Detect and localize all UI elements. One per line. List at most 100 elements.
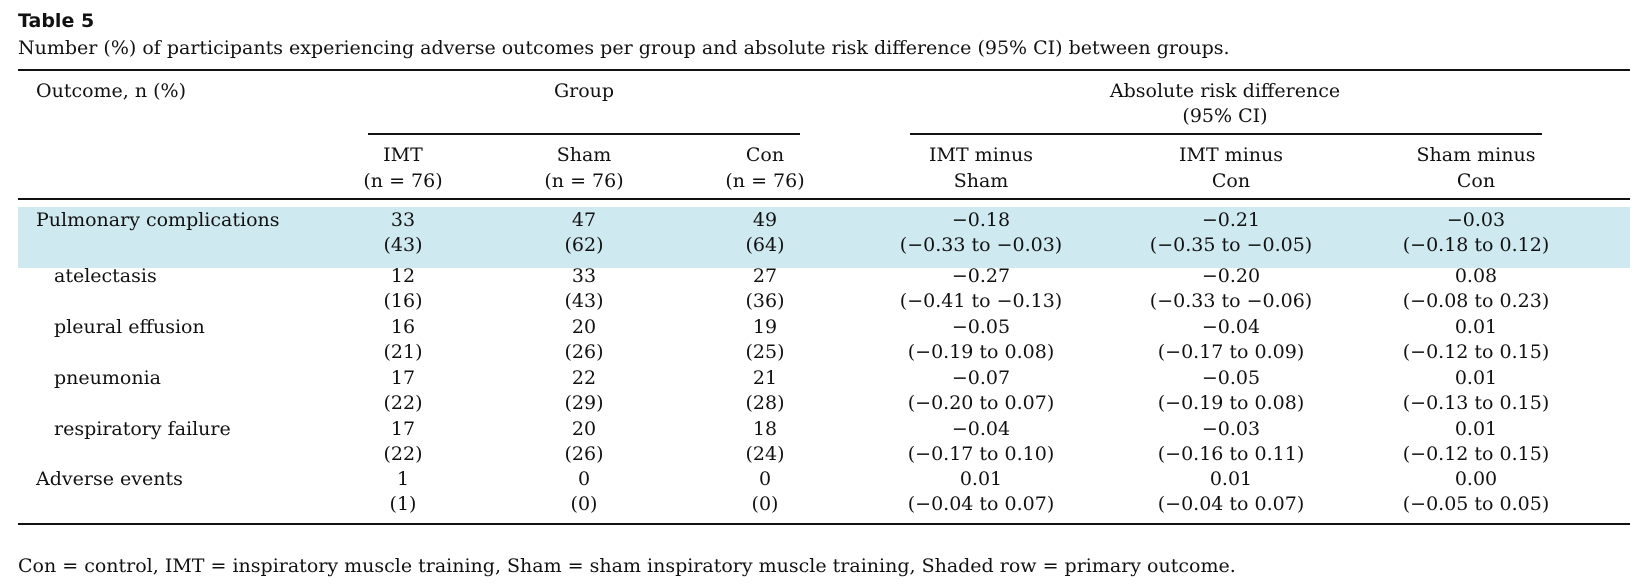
table-cell-secondary: (1)	[389, 493, 417, 515]
table-cell-value: 21	[752, 367, 778, 389]
table-cell-secondary: (−0.17 to 0.09)	[1157, 341, 1305, 363]
table-cell-secondary: (−0.33 to −0.03)	[899, 234, 1063, 256]
column-header-5-line-1: IMT minus	[1179, 144, 1283, 166]
table-cell-value: −0.05	[951, 316, 1011, 338]
table-cell-value: 27	[752, 265, 778, 287]
row-label: respiratory failure	[54, 418, 231, 440]
table-cell-value: −0.03	[1446, 209, 1506, 231]
column-header-3-line-1: Con	[745, 144, 785, 166]
table-cell-secondary: (25)	[745, 341, 785, 363]
table-cell-value: 0	[577, 468, 591, 490]
table-cell-secondary: (−0.19 to 0.08)	[907, 341, 1055, 363]
table-cell-secondary: (−0.08 to 0.23)	[1402, 290, 1550, 312]
table-cell-secondary: (−0.13 to 0.15)	[1402, 392, 1550, 414]
table-cell-secondary: (−0.17 to 0.10)	[907, 443, 1055, 465]
table-cell-value: −0.21	[1201, 209, 1261, 231]
row-label: pneumonia	[54, 367, 161, 389]
column-header-5-line-2: Con	[1211, 170, 1251, 192]
column-header-4-line-2: Sham	[953, 170, 1009, 192]
column-header-2-line-1: Sham	[556, 144, 612, 166]
table-cell-secondary: (0)	[570, 493, 598, 515]
table-cell-value: −0.27	[951, 265, 1011, 287]
table-cell-secondary: (−0.05 to 0.05)	[1402, 493, 1550, 515]
table-cell-secondary: (−0.04 to 0.07)	[1157, 493, 1305, 515]
table-cell-value: 22	[571, 367, 597, 389]
table-cell-secondary: (−0.20 to 0.07)	[907, 392, 1055, 414]
table-cell-value: 0.01	[959, 468, 1003, 490]
table-cell-secondary: (36)	[745, 290, 785, 312]
table-cell-value: 33	[571, 265, 597, 287]
table-cell-value: 17	[390, 367, 416, 389]
table-cell-secondary: (26)	[564, 443, 604, 465]
primary-outcome-shade	[18, 207, 1630, 268]
table-cell-value: 0.01	[1454, 418, 1498, 440]
table-cell-secondary: (0)	[751, 493, 779, 515]
table-cell-value: 16	[390, 316, 416, 338]
table-cell-secondary: (−0.16 to 0.11)	[1157, 443, 1305, 465]
table-cell-value: 0	[758, 468, 772, 490]
table-cell-value: 47	[571, 209, 597, 231]
table-title: Table 5	[18, 10, 95, 32]
table-caption: Number (%) of participants experiencing …	[18, 37, 1230, 59]
ard-subrule	[910, 133, 1542, 135]
table-cell-secondary: (−0.04 to 0.07)	[907, 493, 1055, 515]
table-cell-value: 20	[571, 316, 597, 338]
table-cell-secondary: (29)	[564, 392, 604, 414]
header-group: Group	[553, 80, 615, 102]
table-cell-value: 20	[571, 418, 597, 440]
table-cell-value: −0.04	[1201, 316, 1261, 338]
header-outcome: Outcome, n (%)	[36, 80, 187, 102]
column-header-1-line-1: IMT	[383, 144, 423, 166]
table-cell-value: 18	[752, 418, 778, 440]
table-cell-value: 17	[390, 418, 416, 440]
table-cell-secondary: (62)	[564, 234, 604, 256]
top-rule	[18, 69, 1630, 71]
header-ard-line1: Absolute risk difference	[1109, 80, 1341, 102]
row-label: atelectasis	[54, 265, 157, 287]
row-label: Adverse events	[36, 468, 183, 490]
row-label: Pulmonary complications	[36, 209, 280, 231]
group-subrule	[368, 133, 800, 135]
table-cell-secondary: (−0.33 to −0.06)	[1149, 290, 1313, 312]
column-header-2-line-2: (n = 76)	[544, 170, 624, 192]
table-cell-value: 49	[752, 209, 778, 231]
column-header-6-line-2: Con	[1456, 170, 1496, 192]
table-cell-value: −0.20	[1201, 265, 1261, 287]
header-ard-line2: (95% CI)	[1182, 105, 1268, 127]
table-cell-secondary: (21)	[383, 341, 423, 363]
table-cell-value: −0.05	[1201, 367, 1261, 389]
column-header-6-line-1: Sham minus	[1416, 144, 1536, 166]
table-cell-value: 12	[390, 265, 416, 287]
table-cell-secondary: (−0.19 to 0.08)	[1157, 392, 1305, 414]
table-cell-secondary: (43)	[564, 290, 604, 312]
table-cell-secondary: (16)	[383, 290, 423, 312]
table-cell-value: −0.18	[951, 209, 1011, 231]
table-cell-secondary: (22)	[383, 443, 423, 465]
table-cell-value: −0.07	[951, 367, 1011, 389]
table-cell-secondary: (64)	[745, 234, 785, 256]
table-cell-value: 0.01	[1454, 316, 1498, 338]
table-cell-secondary: (24)	[745, 443, 785, 465]
table-cell-secondary: (26)	[564, 341, 604, 363]
row-label: pleural effusion	[54, 316, 205, 338]
table-cell-value: 19	[752, 316, 778, 338]
table-cell-secondary: (−0.12 to 0.15)	[1402, 341, 1550, 363]
table-cell-value: 0.01	[1454, 367, 1498, 389]
table-cell-value: 1	[396, 468, 410, 490]
table-cell-value: −0.04	[951, 418, 1011, 440]
table-cell-secondary: (−0.18 to 0.12)	[1402, 234, 1550, 256]
table-cell-secondary: (−0.41 to −0.13)	[899, 290, 1063, 312]
table-cell-secondary: (28)	[745, 392, 785, 414]
table-cell-value: 0.01	[1209, 468, 1253, 490]
table-cell-secondary: (−0.12 to 0.15)	[1402, 443, 1550, 465]
table-footnote: Con = control, IMT = inspiratory muscle …	[18, 555, 1236, 577]
table-cell-secondary: (43)	[383, 234, 423, 256]
table-cell-secondary: (22)	[383, 392, 423, 414]
column-header-3-line-2: (n = 76)	[725, 170, 805, 192]
table-cell-value: 0.08	[1454, 265, 1498, 287]
table-cell-value: 33	[390, 209, 416, 231]
header-bottom-rule	[18, 198, 1630, 200]
table-cell-value: −0.03	[1201, 418, 1261, 440]
column-header-1-line-2: (n = 76)	[363, 170, 443, 192]
table-cell-secondary: (−0.35 to −0.05)	[1149, 234, 1313, 256]
